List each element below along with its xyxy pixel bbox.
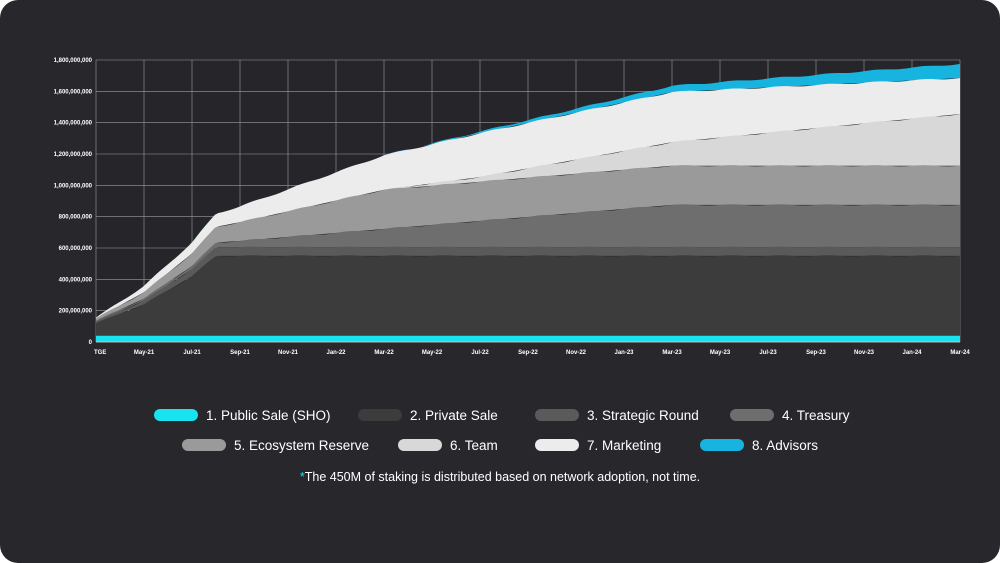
legend-row-1: 1. Public Sale (SHO) 2. Private Sale 3. … [0,400,1000,430]
y-tick-label: 1,400,000,000 [54,121,93,127]
legend-item-strategic-round: 3. Strategic Round [535,400,699,430]
legend-swatch-public-sale [154,409,198,421]
staking-footnote: *The 450M of staking is distributed base… [0,470,1000,484]
legend-item-ecosystem-reserve: 5. Ecosystem Reserve [182,430,369,460]
y-tick-label: 1,000,000,000 [54,183,93,189]
y-tick-label: 600,000,000 [59,246,93,252]
legend-label-team: 6. Team [450,437,498,453]
legend-row-2: 5. Ecosystem Reserve 6. Team 7. Marketin… [0,430,1000,460]
x-tick-label: May-22 [422,350,443,356]
x-tick-label: Jul-23 [759,350,777,356]
legend-swatch-advisors [700,439,744,451]
area-treasury [96,204,960,322]
x-tick-label: May-23 [710,350,731,356]
x-tick-label: Sep-21 [230,350,250,356]
legend-label-marketing: 7. Marketing [587,437,662,453]
x-tick-label: TGE [94,350,106,356]
legend-label-advisors: 8. Advisors [752,437,819,453]
legend-item-marketing: 7. Marketing [535,430,661,460]
x-tick-label: Mar-22 [374,350,394,356]
x-tick-label: Mar-23 [662,350,682,356]
footnote-text: The 450M of staking is distributed based… [304,470,701,484]
x-tick-label: Nov-21 [278,350,299,356]
legend-swatch-ecosystem-reserve [182,439,226,451]
y-tick-label: 1,800,000,000 [54,58,93,64]
x-tick-label: Jul-21 [183,350,201,356]
area-marketing [96,78,960,319]
x-tick-label: May-21 [134,350,155,356]
y-tick-label: 800,000,000 [59,215,93,221]
legend-item-team: 6. Team [398,430,498,460]
legend-swatch-team [398,439,442,451]
x-tick-label: Jan-24 [902,350,922,356]
legend-swatch-private-sale [358,409,402,421]
legend-label-strategic-round: 3. Strategic Round [587,407,699,423]
y-tick-label: 0 [89,340,93,346]
y-tick-label: 400,000,000 [59,277,93,283]
x-tick-label: Nov-23 [854,350,875,356]
x-tick-label: Sep-22 [518,350,538,356]
legend-label-public-sale: 1. Public Sale (SHO) [206,407,331,423]
y-tick-label: 1,600,000,000 [54,89,93,95]
area-ecosystem-reserve [96,165,960,321]
legend-item-advisors: 8. Advisors [700,430,818,460]
area-private-sale [96,255,960,336]
area-strategic-round [96,246,960,324]
legend-swatch-strategic-round [535,409,579,421]
legend-label-treasury: 4. Treasury [782,407,850,423]
y-tick-label: 1,200,000,000 [54,152,93,158]
legend-label-ecosystem-reserve: 5. Ecosystem Reserve [234,437,370,453]
legend-item-treasury: 4. Treasury [730,400,850,430]
x-tick-label: Mar-24 [950,350,970,356]
footnote-asterisk: * [299,470,305,484]
legend-swatch-treasury [730,409,774,421]
vesting-chart: 0 200,000,000 400,000,000 600,000,000 800,00… [54,58,971,356]
x-tick-label: Nov-22 [566,350,587,356]
legend-item-private-sale: 2. Private Sale [358,400,498,430]
x-tick-label: Sep-23 [806,350,826,356]
x-tick-label: Jul-22 [471,350,489,356]
legend-item-public-sale: 1. Public Sale (SHO) [154,400,331,430]
y-tick-label: 200,000,000 [59,309,93,315]
legend-label-private-sale: 2. Private Sale [410,407,498,423]
x-tick-label: Jan-23 [614,350,634,356]
area-public-sale-sho [96,335,960,342]
x-tick-label: Jan-22 [326,350,346,356]
legend-swatch-marketing [535,439,579,451]
area-team [96,114,960,319]
